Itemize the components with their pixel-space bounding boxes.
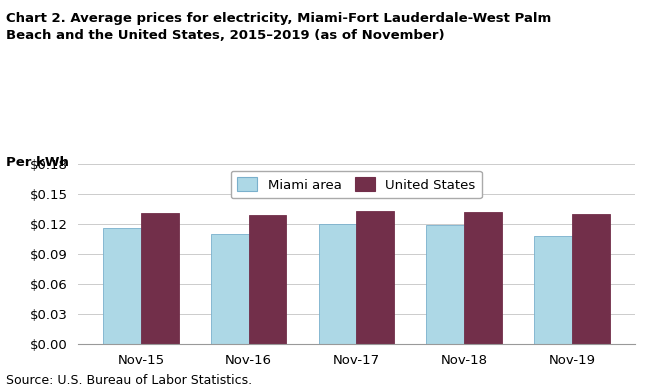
Bar [211, 234, 249, 344]
Bar [319, 224, 356, 344]
Text: Per kWh: Per kWh [6, 156, 69, 169]
Bar [141, 213, 179, 344]
Bar [426, 225, 464, 344]
Text: Source: U.S. Bureau of Labor Statistics.: Source: U.S. Bureau of Labor Statistics. [6, 374, 253, 387]
Legend: Miami area, United States: Miami area, United States [231, 171, 482, 198]
Bar [249, 215, 286, 344]
Text: Chart 2. Average prices for electricity, Miami-Fort Lauderdale-West Palm
Beach a: Chart 2. Average prices for electricity,… [6, 12, 551, 42]
Bar [103, 228, 141, 344]
Bar [356, 211, 394, 344]
Bar [464, 212, 502, 344]
Bar [572, 214, 610, 344]
Bar [534, 236, 572, 344]
